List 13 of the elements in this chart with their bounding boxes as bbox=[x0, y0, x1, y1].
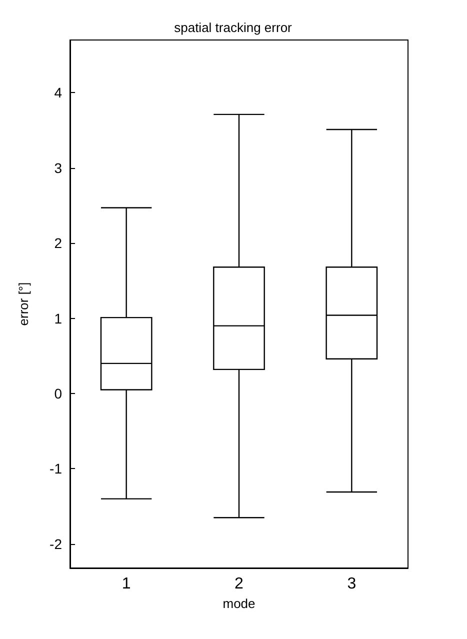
y-tick-label: -2 bbox=[50, 536, 62, 552]
y-axis-title: error [°] bbox=[16, 282, 31, 326]
y-tick-label: 1 bbox=[54, 310, 62, 326]
x-tick-label: 3 bbox=[347, 576, 356, 592]
y-tick-label: 3 bbox=[54, 160, 62, 176]
x-axis-title: mode bbox=[222, 596, 256, 611]
y-tick-label: 4 bbox=[54, 84, 62, 101]
chart-title: spatial tracking error bbox=[174, 20, 293, 35]
y-tick-label: 0 bbox=[54, 386, 62, 402]
y-tick-label: 2 bbox=[54, 235, 62, 252]
x-tick-label: 2 bbox=[234, 576, 244, 592]
y-tick-label: -1 bbox=[50, 460, 62, 477]
x-tick-label: 1 bbox=[122, 576, 131, 592]
